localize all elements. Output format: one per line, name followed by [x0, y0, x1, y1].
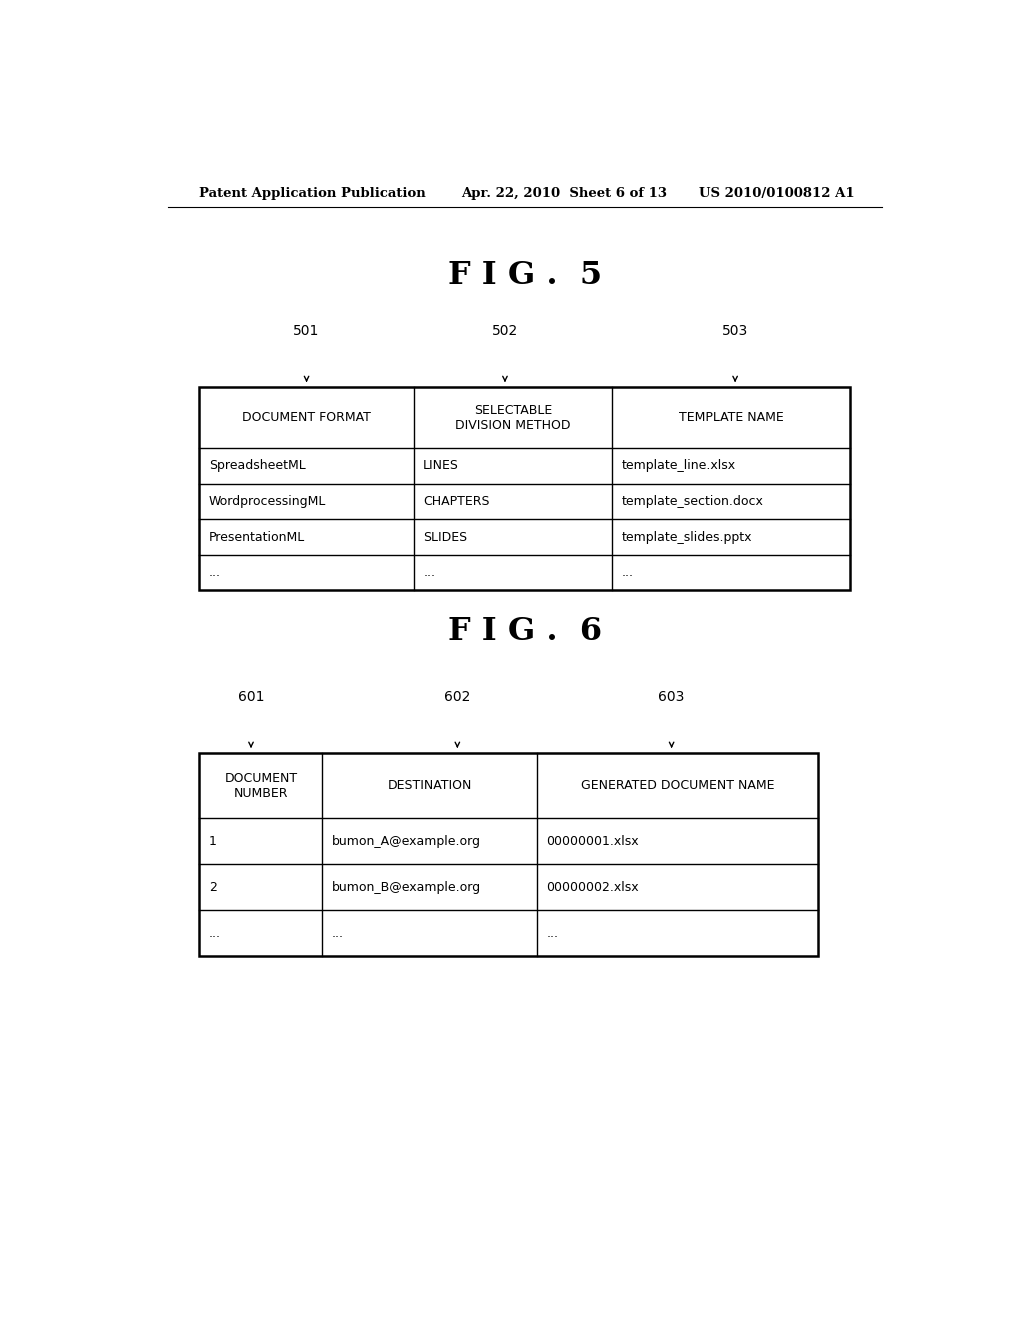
Text: 00000002.xlsx: 00000002.xlsx	[546, 880, 639, 894]
Bar	[200, 752, 818, 956]
Text: LINES: LINES	[423, 459, 459, 473]
Text: ...: ...	[423, 566, 435, 579]
Text: F I G .  6: F I G . 6	[447, 615, 602, 647]
Text: SELECTABLE
DIVISION METHOD: SELECTABLE DIVISION METHOD	[455, 404, 570, 432]
Text: DOCUMENT FORMAT: DOCUMENT FORMAT	[242, 411, 371, 424]
Text: 2: 2	[209, 880, 217, 894]
Text: ...: ...	[622, 566, 634, 579]
Text: 501: 501	[293, 325, 319, 338]
Text: ...: ...	[209, 566, 221, 579]
Text: 503: 503	[722, 325, 749, 338]
Text: bumon_B@example.org: bumon_B@example.org	[332, 880, 481, 894]
Text: DESTINATION: DESTINATION	[387, 779, 472, 792]
Text: 601: 601	[238, 690, 264, 704]
Bar	[200, 387, 850, 590]
Text: TEMPLATE NAME: TEMPLATE NAME	[679, 411, 783, 424]
Text: DOCUMENT
NUMBER: DOCUMENT NUMBER	[224, 771, 298, 800]
Text: template_section.docx: template_section.docx	[622, 495, 764, 508]
Text: SLIDES: SLIDES	[423, 531, 467, 544]
Text: PresentationML: PresentationML	[209, 531, 305, 544]
Text: GENERATED DOCUMENT NAME: GENERATED DOCUMENT NAME	[581, 779, 774, 792]
Text: Patent Application Publication: Patent Application Publication	[200, 187, 426, 201]
Text: WordprocessingML: WordprocessingML	[209, 495, 327, 508]
Text: ...: ...	[546, 927, 558, 940]
Text: Apr. 22, 2010  Sheet 6 of 13: Apr. 22, 2010 Sheet 6 of 13	[461, 187, 668, 201]
Text: bumon_A@example.org: bumon_A@example.org	[332, 834, 481, 847]
Text: 1: 1	[209, 834, 217, 847]
Text: CHAPTERS: CHAPTERS	[423, 495, 489, 508]
Text: F I G .  5: F I G . 5	[447, 260, 602, 290]
Text: template_slides.pptx: template_slides.pptx	[622, 531, 752, 544]
Text: ...: ...	[332, 927, 344, 940]
Text: 603: 603	[658, 690, 685, 704]
Text: 502: 502	[492, 325, 518, 338]
Text: US 2010/0100812 A1: US 2010/0100812 A1	[699, 187, 855, 201]
Text: SpreadsheetML: SpreadsheetML	[209, 459, 306, 473]
Text: 602: 602	[444, 690, 471, 704]
Text: ...: ...	[209, 927, 221, 940]
Text: 00000001.xlsx: 00000001.xlsx	[546, 834, 639, 847]
Text: template_line.xlsx: template_line.xlsx	[622, 459, 736, 473]
